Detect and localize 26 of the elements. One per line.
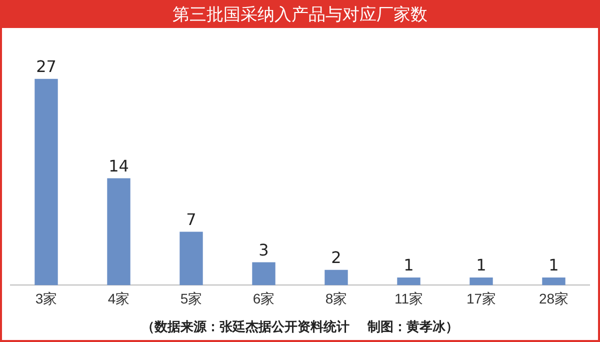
data-label: 14 — [108, 156, 129, 176]
bar — [34, 78, 58, 286]
bar — [470, 278, 493, 286]
data-label: 3 — [258, 240, 269, 260]
x-tick-label: 6家 — [252, 290, 275, 306]
bar — [324, 270, 348, 286]
x-tick-label: 17家 — [466, 290, 496, 306]
bar — [397, 278, 420, 286]
bar — [252, 262, 276, 286]
bar — [107, 178, 130, 286]
data-label: 1 — [476, 256, 486, 275]
data-label: 7 — [186, 210, 196, 229]
data-label: 1 — [548, 256, 559, 275]
x-tick-label: 3家 — [35, 290, 58, 306]
x-tick-label: 28家 — [538, 290, 569, 306]
x-tick-label: 8家 — [325, 290, 348, 306]
chart-title: 第三批国采纳入产品与对应厂家数 — [2, 2, 598, 28]
bar — [180, 232, 203, 286]
data-label: 1 — [404, 256, 414, 275]
data-label: 2 — [331, 248, 342, 268]
bar — [542, 278, 566, 286]
text: （数据来源：张廷杰据公开资料统计 制图：黄孝冰） — [140, 318, 460, 336]
data-label: 27 — [36, 57, 56, 76]
x-tick-label: 4家 — [108, 290, 130, 306]
x-tick-label: 11家 — [394, 290, 424, 306]
x-tick-label: 5家 — [180, 290, 202, 306]
